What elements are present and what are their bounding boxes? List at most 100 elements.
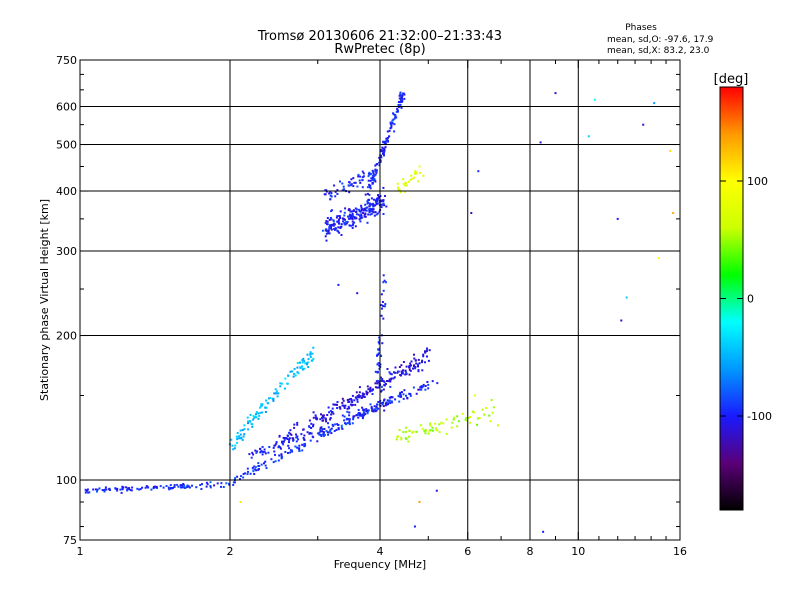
scatter-point bbox=[252, 453, 255, 456]
scatter-point bbox=[371, 409, 373, 412]
scatter-point bbox=[309, 439, 312, 442]
scatter-point bbox=[381, 150, 384, 153]
scatter-point bbox=[425, 350, 428, 353]
scatter-point bbox=[209, 486, 212, 489]
scatter-point bbox=[247, 420, 250, 423]
scatter-point bbox=[669, 149, 672, 152]
scatter-point bbox=[368, 193, 371, 196]
scatter-point bbox=[369, 207, 372, 210]
scatter-point bbox=[222, 486, 225, 488]
scatter-point bbox=[405, 394, 407, 397]
scatter-point bbox=[250, 456, 253, 459]
scatter-point bbox=[436, 382, 439, 385]
scatter-point bbox=[261, 453, 264, 456]
scatter-point bbox=[404, 181, 407, 184]
scatter-point bbox=[351, 422, 354, 425]
scatter-point bbox=[297, 372, 300, 375]
scatter-point bbox=[391, 119, 394, 122]
scatter-point bbox=[380, 304, 383, 307]
scatter-point bbox=[376, 363, 379, 366]
scatter-point bbox=[333, 228, 336, 230]
x-tick-label: 6 bbox=[464, 545, 471, 558]
scatter-point bbox=[335, 216, 338, 219]
scatter-point bbox=[422, 383, 425, 386]
scatter-point bbox=[296, 371, 299, 374]
scatter-point bbox=[301, 359, 304, 362]
scatter-point bbox=[376, 403, 379, 406]
scatter-point bbox=[273, 450, 276, 453]
scatter-point bbox=[139, 488, 142, 491]
scatter-point bbox=[370, 197, 373, 200]
scatter-point bbox=[279, 382, 282, 385]
scatter-point bbox=[146, 485, 149, 488]
scatter-point bbox=[381, 403, 384, 406]
scatter-point bbox=[240, 475, 242, 478]
scatter-point bbox=[363, 215, 366, 218]
scatter-point bbox=[410, 174, 413, 177]
scatter-point bbox=[322, 432, 325, 435]
scatter-point bbox=[330, 228, 333, 231]
scatter-point bbox=[384, 402, 387, 405]
scatter-point bbox=[270, 458, 273, 461]
x-tick-label: 8 bbox=[527, 545, 534, 558]
scatter-point bbox=[359, 181, 362, 184]
scatter-point bbox=[231, 444, 234, 447]
scatter-point bbox=[357, 413, 359, 416]
scatter-point bbox=[336, 423, 339, 426]
scatter-point bbox=[358, 414, 361, 416]
scatter-point bbox=[342, 404, 345, 407]
scatter-point bbox=[329, 190, 332, 193]
scatter-point bbox=[277, 446, 280, 449]
scatter-point bbox=[382, 151, 385, 154]
scatter-point bbox=[377, 196, 380, 199]
scatter-point bbox=[105, 488, 108, 491]
scatter-point bbox=[364, 209, 367, 212]
scatter-point bbox=[272, 461, 275, 464]
scatter-point bbox=[297, 438, 300, 441]
scatter-point bbox=[337, 428, 340, 431]
scatter-point bbox=[280, 453, 283, 456]
scatter-point bbox=[299, 366, 302, 369]
scatter-point bbox=[404, 430, 407, 433]
scatter-point bbox=[242, 473, 245, 475]
scatter-point bbox=[177, 485, 180, 488]
scatter-point bbox=[366, 391, 369, 394]
scatter-point bbox=[368, 198, 370, 201]
scatter-point bbox=[309, 432, 312, 434]
y-tick-label: 200 bbox=[56, 330, 77, 343]
scatter-point bbox=[378, 364, 381, 367]
scatter-point bbox=[393, 123, 396, 126]
scatter-point bbox=[389, 385, 392, 388]
scatter-point bbox=[383, 384, 386, 387]
scatter-point bbox=[256, 450, 259, 453]
scatter-point bbox=[251, 423, 254, 426]
scatter-point bbox=[382, 147, 385, 150]
scatter-point bbox=[243, 428, 246, 431]
scatter-point bbox=[420, 386, 423, 389]
scatter-point bbox=[426, 355, 428, 358]
stats-heading: Phases bbox=[625, 23, 657, 33]
scatter-point bbox=[373, 405, 376, 408]
scatter-point bbox=[340, 234, 343, 236]
scatter-point bbox=[409, 178, 412, 181]
scatter-point bbox=[400, 100, 403, 103]
scatter-point bbox=[375, 199, 377, 202]
scatter-point bbox=[279, 446, 282, 449]
scatter-point bbox=[337, 424, 340, 426]
scatter-point bbox=[352, 416, 355, 419]
scatter-point bbox=[376, 386, 379, 389]
scatter-point bbox=[236, 438, 239, 441]
scatter-point bbox=[280, 382, 283, 385]
scatter-point bbox=[402, 393, 405, 396]
scatter-point bbox=[288, 441, 290, 444]
scatter-point bbox=[246, 416, 249, 419]
scatter-point bbox=[368, 186, 371, 188]
scatter-point bbox=[312, 411, 315, 414]
scatter-point bbox=[252, 415, 255, 417]
scatter-point bbox=[242, 476, 245, 479]
scatter-point bbox=[380, 402, 383, 405]
scatter-point bbox=[236, 436, 239, 439]
scatter-point bbox=[307, 358, 310, 361]
scatter-point bbox=[182, 483, 185, 485]
scatter-point bbox=[360, 206, 363, 209]
